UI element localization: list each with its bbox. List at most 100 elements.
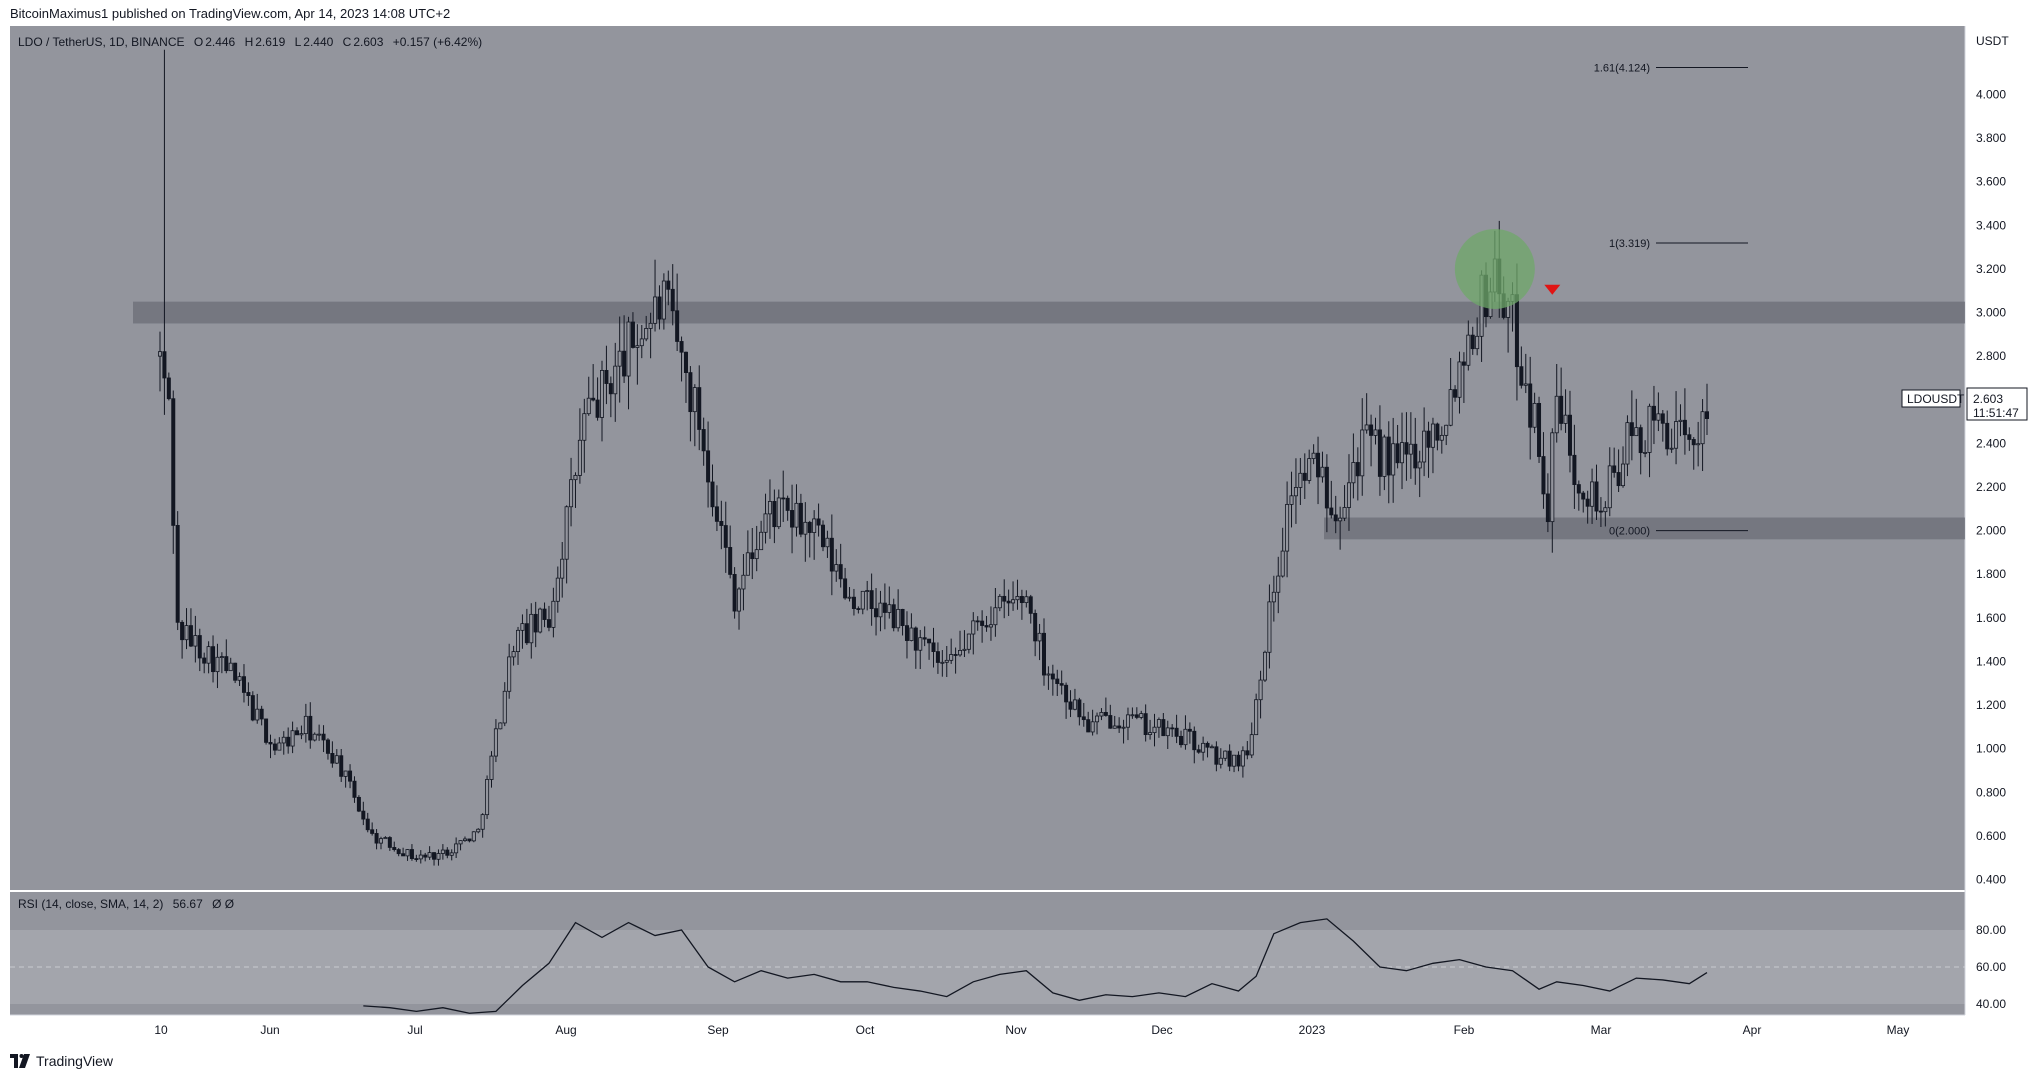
candle-down [1576,484,1581,494]
candle-up [617,350,622,367]
candle-down [1302,472,1307,481]
candle-down [1559,395,1564,424]
candle-up [312,733,317,741]
candle-up [1439,434,1444,441]
candle-up [569,479,574,508]
candle-up [1289,495,1294,505]
candle-down [1064,684,1069,703]
candle-down [821,524,826,548]
candle-up [993,607,998,626]
candle-down [1629,422,1634,437]
candle-down [1395,443,1400,464]
candle-down [851,596,856,609]
price-tick-label: 2.800 [1976,349,2006,363]
rsi-axis[interactable]: 80.00 60.00 40.00 [1976,923,2006,1011]
candle-up [1095,715,1100,723]
candle-up [949,654,954,661]
candle-down [807,521,812,533]
candle-down [374,833,379,844]
candle-up [635,345,640,348]
candle-up [825,537,830,548]
candle-down [1019,596,1024,604]
time-axis[interactable]: 10 Jun Jul Aug Sep Oct Nov Dec 2023 Feb Mar Apr May [154,1023,1909,1037]
candle-up [962,648,967,651]
candle-up [418,854,423,860]
candle-up [1475,335,1480,350]
candle-up [480,814,485,830]
candle-down [211,646,216,673]
candle-up [988,624,993,628]
candle-up [958,650,963,656]
high-label: H [245,35,254,49]
candle-up [1532,402,1537,428]
candle-down [843,578,848,599]
candle-up [1696,443,1701,446]
price-tick-label: 1.600 [1976,611,2006,625]
candle-up [1678,419,1683,422]
fib-levels[interactable]: 1.61(4.124) 1(3.319) 0(2.000) [1594,62,1748,538]
candle-down [1404,442,1409,455]
candle-down [1453,389,1458,398]
time-tick-label: Jun [260,1023,279,1037]
candle-down [1316,452,1321,478]
candle-up [485,779,490,816]
candle-up [1656,413,1661,421]
candle-down [714,506,719,522]
candle-down [197,635,202,659]
price-scale-area[interactable] [1965,26,2042,1015]
low-label: L [295,35,302,49]
candle-up [1121,726,1126,729]
footer-brand[interactable]: TradingView [36,1053,114,1069]
candle-up [577,439,582,476]
candle-down [1567,414,1572,456]
rsi-band [10,930,1965,1004]
rsi-legend[interactable]: RSI (14, close, SMA, 14, 2) 56.67 Ø Ø [18,897,234,911]
candle-down [913,627,918,651]
candle-down [171,398,176,526]
candle-up [1298,472,1303,488]
candle-down [1470,334,1475,350]
candle-down [1143,713,1148,735]
candle-down [1117,725,1122,729]
candle-down [246,692,251,696]
support-zone[interactable] [1324,517,1965,540]
tradingview-logo-icon[interactable] [10,1054,30,1068]
candle-up [644,328,649,340]
bearish-marker-icon[interactable] [1544,284,1561,295]
candle-up [1307,458,1312,481]
candle-up [860,590,865,610]
candle-up [1072,699,1077,710]
candle-down [723,525,728,548]
candle-down [1059,683,1064,686]
candle-down [202,657,207,664]
price-tick-label: 3.400 [1976,218,2006,232]
candle-up [944,659,949,663]
candle-down [414,858,419,860]
price-tick-label: 3.600 [1976,175,2006,189]
symbol-legend[interactable]: LDO / TetherUS, 1D, BINANCE O 2.446 H 2.61… [18,35,482,49]
candle-down [927,638,932,644]
candle-down [891,604,896,629]
author-name[interactable]: BitcoinMaximus1 [10,6,109,21]
candle-up [776,497,781,528]
price-tick-label: 0.600 [1976,829,2006,843]
candle-down [1651,405,1656,421]
time-tick-label: Mar [1591,1023,1612,1037]
highlight-circle[interactable] [1454,228,1535,309]
candle-down [728,547,733,575]
candle-up [405,849,410,857]
candle-up [648,322,653,329]
price-axis[interactable]: 4.0003.8003.6003.4003.2003.0002.8002.600… [1976,88,2006,887]
candle-up [555,577,560,602]
candle-up [538,608,543,633]
candle-down [1068,701,1073,710]
candle-down [295,730,300,736]
candle-down [533,613,538,633]
candle-down [816,518,821,526]
candle-up [1550,432,1555,523]
candle-up [1342,507,1347,519]
resistance-zone[interactable] [133,301,1965,324]
candle-up [794,502,799,528]
candle-down [706,450,711,483]
